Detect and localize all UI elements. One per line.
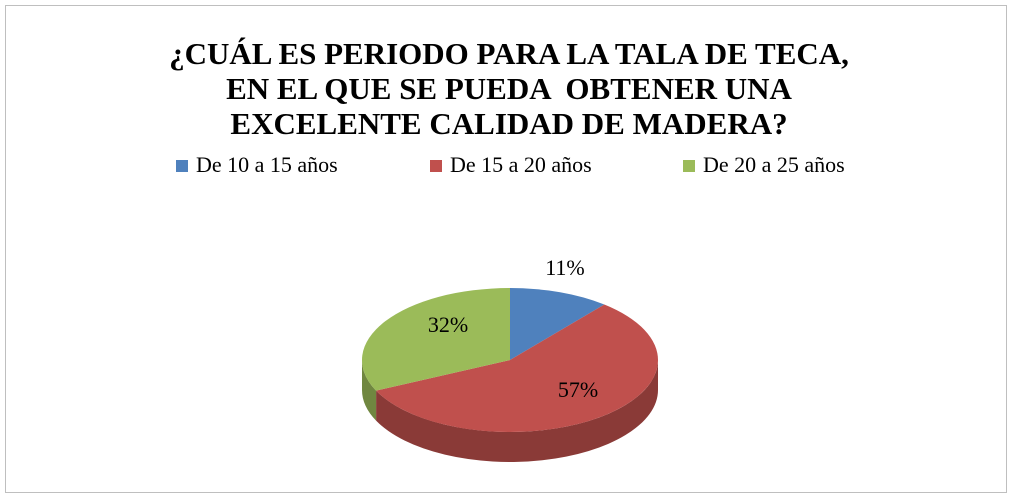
- chart-frame: [5, 5, 1007, 493]
- data-label: 11%: [545, 255, 585, 280]
- pie-slice: [376, 304, 658, 432]
- pie-side: [376, 360, 658, 462]
- pie-side: [362, 360, 377, 421]
- legend-label: De 10 a 15 años: [196, 152, 338, 177]
- pie-slice: [362, 288, 510, 391]
- legend-swatch: [683, 160, 695, 172]
- data-label: 32%: [428, 312, 468, 337]
- data-label: 57%: [558, 377, 598, 402]
- legend-swatch: [176, 160, 188, 172]
- legend-label: De 20 a 25 años: [703, 152, 845, 177]
- pie-slice: [510, 288, 605, 360]
- legend-label: De 15 a 20 años: [450, 152, 592, 177]
- legend-swatch: [430, 160, 442, 172]
- chart-title: ¿CUÁL ES PERIODO PARA LA TALA DE TECA, E…: [169, 36, 857, 141]
